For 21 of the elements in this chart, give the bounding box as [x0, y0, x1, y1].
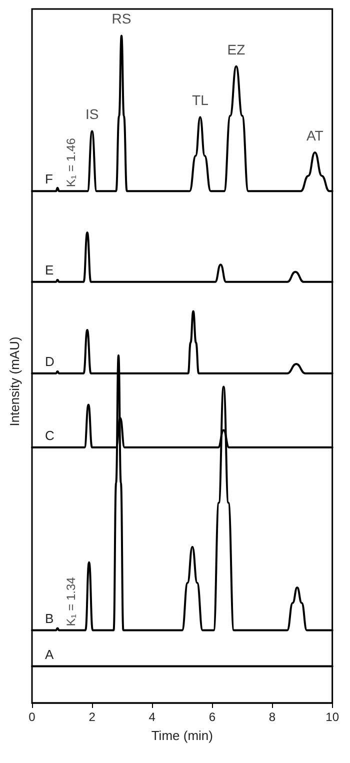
annotation: EZ: [227, 41, 246, 58]
series-label: F: [45, 172, 53, 187]
annotation: IS: [85, 106, 99, 122]
series-label: D: [45, 354, 54, 369]
x-tick-label: 2: [88, 710, 96, 724]
annotation: TL: [192, 92, 209, 108]
series-label: B: [45, 610, 54, 626]
annotation: K₁ = 1.46: [64, 138, 78, 188]
x-tick-label: 0: [28, 710, 36, 724]
annotation: K₁ = 1.34: [64, 576, 78, 626]
series-label: E: [45, 262, 54, 278]
annotation: RS: [112, 10, 132, 27]
series-label: C: [45, 428, 54, 443]
x-tick-label: 6: [208, 710, 216, 724]
x-tick-label: 10: [326, 710, 340, 724]
x-tick-label: 4: [148, 710, 156, 724]
x-axis-title: Time (min): [151, 728, 213, 743]
series-label: A: [45, 646, 54, 662]
y-axis-title: Intensity (mAU): [7, 336, 22, 426]
x-tick-label: 8: [268, 710, 276, 724]
annotation: AT: [306, 127, 324, 144]
